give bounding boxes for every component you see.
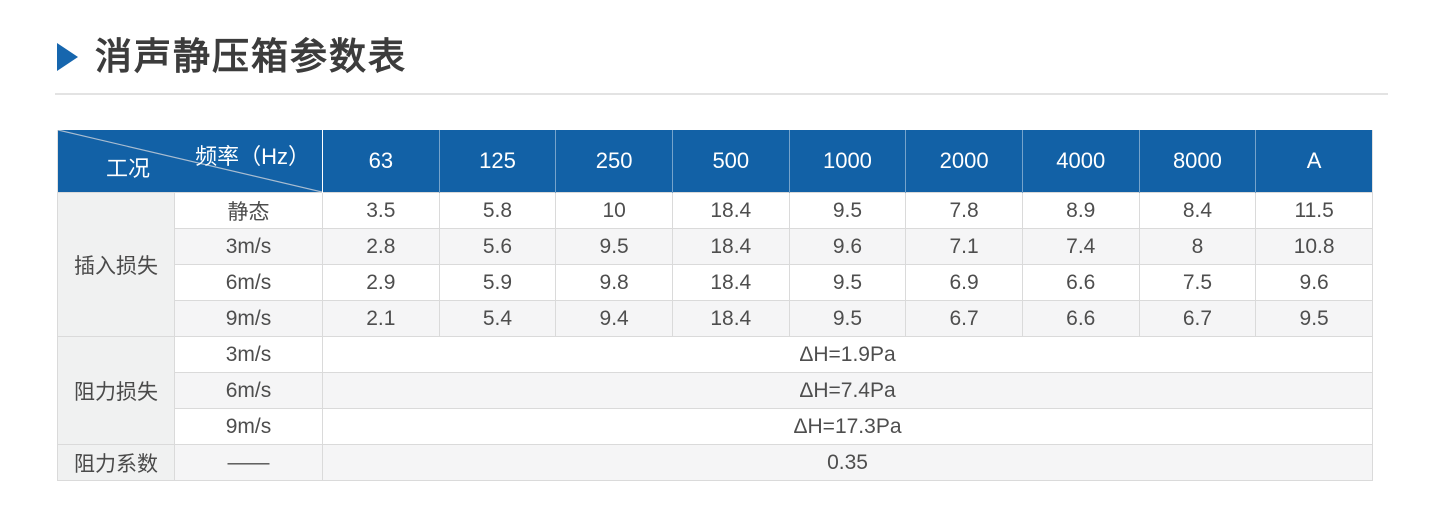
value-cell: 9.5 [1255, 300, 1373, 337]
value-cell: 8 [1138, 228, 1257, 265]
merged-value-cell: ΔH=7.4Pa [322, 372, 1373, 409]
condition-cell: 9m/s [174, 300, 323, 337]
table-row: 6m/s 2.9 5.9 9.8 18.4 9.5 6.9 6.6 7.5 9.… [58, 264, 1373, 301]
value-cell: 9.6 [1255, 264, 1373, 301]
value-cell: 6.6 [1021, 264, 1140, 301]
freq-column-header: A [1255, 130, 1373, 193]
value-cell: 11.5 [1255, 192, 1373, 229]
condition-cell: 6m/s [174, 372, 323, 409]
freq-column-header: 250 [555, 130, 673, 193]
value-cell: 2.1 [322, 300, 440, 337]
value-cell: 18.4 [671, 228, 790, 265]
table-row: 阻力系数 —— 0.35 [57, 444, 1373, 481]
condition-cell: —— [174, 444, 323, 481]
value-cell: 18.4 [671, 264, 790, 301]
condition-cell: 6m/s [174, 264, 323, 301]
value-cell: 9.5 [788, 300, 907, 337]
group-label-cell: 阻力损失 [57, 336, 175, 445]
freq-column-header: 500 [672, 130, 790, 193]
condition-cell: 9m/s [174, 408, 323, 445]
value-cell: 7.8 [905, 192, 1023, 229]
value-cell: 5.6 [438, 228, 557, 265]
corner-header-cell: 频率（Hz） 工况 [57, 130, 323, 193]
table-row: 3m/s 2.8 5.6 9.5 18.4 9.6 7.1 7.4 8 10.8 [58, 228, 1373, 265]
value-cell: 10 [555, 192, 673, 229]
table-row: 阻力损失 3m/s ΔH=1.9Pa [57, 336, 1373, 445]
merged-value-cell: ΔH=1.9Pa [322, 336, 1373, 373]
page-title: 消声静压箱参数表 [95, 36, 407, 77]
merged-value-cell: ΔH=17.3Pa [322, 408, 1373, 445]
freq-column-header: 125 [439, 130, 557, 193]
freq-column-header: 8000 [1139, 130, 1257, 193]
value-cell: 2.8 [322, 228, 440, 265]
value-cell: 9.5 [555, 228, 673, 265]
condition-cell: 3m/s [174, 228, 323, 265]
value-cell: 9.4 [555, 300, 673, 337]
corner-label-condition: 工况 [106, 156, 151, 181]
value-cell: 7.4 [1021, 228, 1140, 265]
value-cell: 3.5 [322, 192, 440, 229]
merged-value-cell: 0.35 [322, 444, 1373, 481]
value-cell: 7.1 [905, 228, 1023, 265]
table-row: 9m/s 2.1 5.4 9.4 18.4 9.5 6.7 6.6 6.7 9.… [58, 300, 1373, 337]
value-cell: 10.8 [1255, 228, 1373, 265]
value-cell: 5.4 [438, 300, 557, 337]
value-cell: 6.9 [905, 264, 1023, 301]
section-header: 消声静压箱参数表 [57, 38, 407, 75]
condition-cell: 3m/s [174, 336, 323, 373]
freq-column-header: 63 [322, 130, 440, 193]
title-divider [55, 93, 1388, 95]
value-cell: 9.5 [788, 264, 907, 301]
value-cell: 9.5 [788, 192, 907, 229]
value-cell: 8.4 [1138, 192, 1257, 229]
freq-column-header: 1000 [789, 130, 907, 193]
value-cell: 6.6 [1021, 300, 1140, 337]
value-cell: 5.9 [438, 264, 557, 301]
value-cell: 8.9 [1021, 192, 1140, 229]
table-row: 6m/s ΔH=7.4Pa [58, 372, 1373, 409]
group-label-cell: 插入损失 [57, 192, 175, 337]
value-cell: 18.4 [671, 300, 790, 337]
table-row: 9m/s ΔH=17.3Pa [58, 408, 1373, 445]
title-bullet-triangle-icon [57, 42, 78, 71]
freq-column-header: 4000 [1022, 130, 1140, 193]
value-cell: 6.7 [1138, 300, 1257, 337]
value-cell: 6.7 [905, 300, 1023, 337]
group-label-cell: 阻力系数 [57, 444, 175, 481]
freq-column-header: 2000 [905, 130, 1023, 193]
corner-label-frequency: 频率（Hz） [195, 144, 310, 169]
value-cell: 7.5 [1138, 264, 1257, 301]
value-cell: 2.9 [322, 264, 440, 301]
header-row: 频率（Hz） 工况 63 125 250 500 1000 2000 4000 … [57, 130, 1373, 193]
parameters-table: 频率（Hz） 工况 63 125 250 500 1000 2000 4000 … [57, 130, 1373, 481]
table-row: 插入损失 静态 3.5 5.8 10 18.4 9.5 7.8 8.9 8.4 … [57, 192, 1373, 337]
value-cell: 9.6 [788, 228, 907, 265]
value-cell: 18.4 [671, 192, 790, 229]
value-cell: 5.8 [438, 192, 557, 229]
condition-cell: 静态 [174, 192, 323, 229]
diagonal-divider-line [58, 130, 322, 192]
value-cell: 9.8 [555, 264, 673, 301]
